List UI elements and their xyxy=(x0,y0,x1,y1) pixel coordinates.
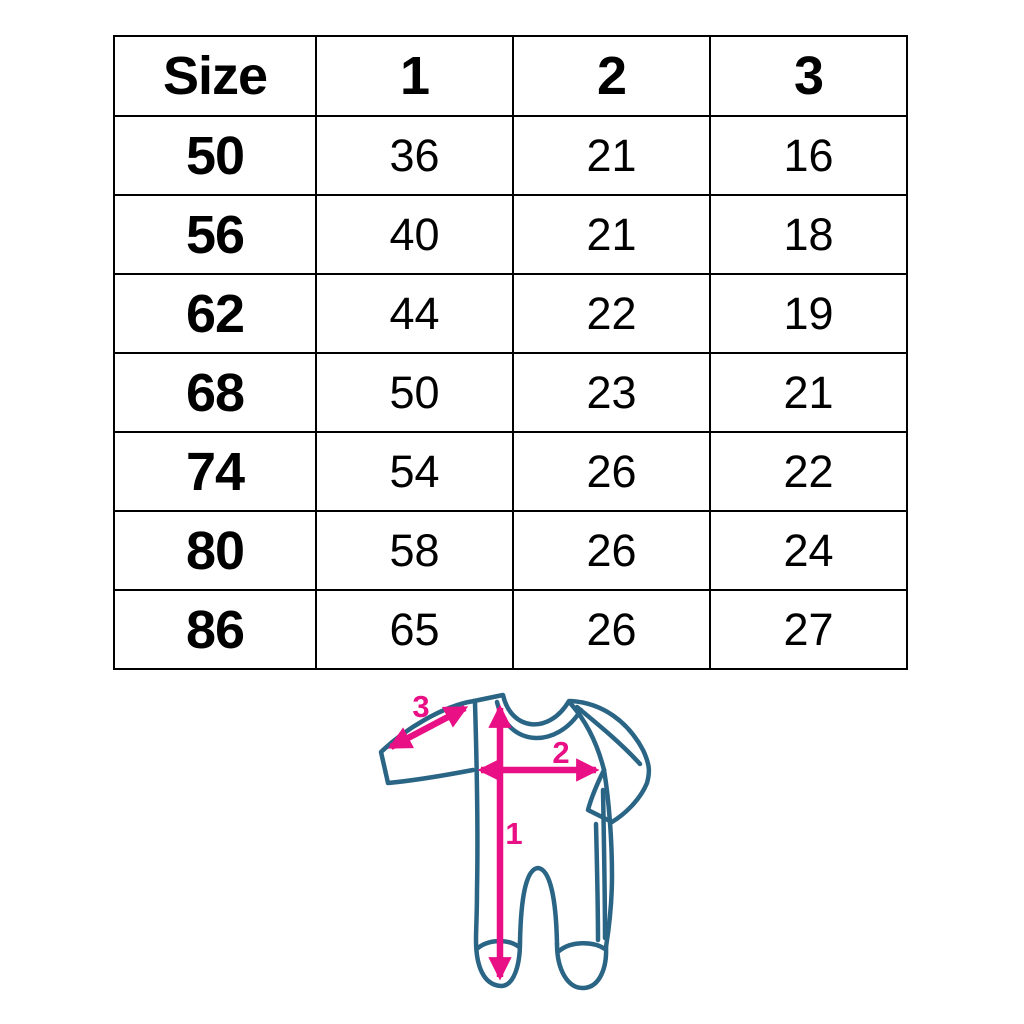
measure-value: 21 xyxy=(512,115,711,196)
header-size: Size xyxy=(113,35,317,117)
header-measure-2: 2 xyxy=(512,35,711,117)
measure-value: 36 xyxy=(315,115,514,196)
neckline-band xyxy=(494,699,584,741)
measure-value: 21 xyxy=(512,194,711,275)
measure-value: 26 xyxy=(512,589,711,670)
onesie-outline-drawing xyxy=(378,692,652,991)
right-foot-heel-seam xyxy=(556,941,608,954)
header-measure-1: 1 xyxy=(315,35,514,117)
measure-value: 22 xyxy=(709,431,908,512)
placket-line-inner xyxy=(600,787,608,941)
measure-value: 24 xyxy=(709,510,908,591)
measurement-arrows: 1 2 3 xyxy=(387,689,600,981)
body-right-edge xyxy=(601,767,615,950)
measure-value: 58 xyxy=(315,510,514,591)
measure-value: 19 xyxy=(709,273,908,354)
measure-value: 50 xyxy=(315,352,514,433)
measure-value: 23 xyxy=(512,352,711,433)
left-foot-heel-seam xyxy=(475,938,522,951)
measure-value: 18 xyxy=(709,194,908,275)
table-row: 80 58 26 24 xyxy=(113,510,908,591)
right-sleeve xyxy=(568,698,652,825)
raglan-seam xyxy=(568,701,607,773)
measure-value: 16 xyxy=(709,115,908,196)
measure-value: 26 xyxy=(512,510,711,591)
measure-value: 27 xyxy=(709,589,908,670)
measure-value: 22 xyxy=(512,273,711,354)
size-label: 74 xyxy=(113,431,317,512)
measure-value: 65 xyxy=(315,589,514,670)
measure-value: 54 xyxy=(315,431,514,512)
size-label: 62 xyxy=(113,273,317,354)
table-header-row: Size 1 2 3 xyxy=(113,35,908,117)
size-label: 56 xyxy=(113,194,317,275)
size-label: 86 xyxy=(113,589,317,670)
neckline-outer xyxy=(471,692,572,727)
measure-value: 26 xyxy=(512,431,711,512)
body-left-and-left-foot xyxy=(472,700,523,989)
size-chart-table: Size 1 2 3 50 36 21 16 56 40 21 18 62 44… xyxy=(113,35,908,670)
right-sleeve-fold-seam xyxy=(574,704,643,767)
size-label: 80 xyxy=(113,510,317,591)
header-measure-3: 3 xyxy=(709,35,908,117)
right-foot xyxy=(554,941,609,991)
table-row: 68 50 23 21 xyxy=(113,352,908,433)
left-sleeve xyxy=(378,698,477,786)
measure-value: 44 xyxy=(315,273,514,354)
table-row: 74 54 26 22 xyxy=(113,431,908,512)
label-measure-2: 2 xyxy=(552,735,569,770)
table-row: 86 65 26 27 xyxy=(113,589,908,670)
size-label: 50 xyxy=(113,115,317,196)
label-measure-3: 3 xyxy=(412,689,429,724)
measure-value: 40 xyxy=(315,194,514,275)
measure-value: 21 xyxy=(709,352,908,433)
table-row: 56 40 21 18 xyxy=(113,194,908,275)
placket-line-outer xyxy=(593,821,601,943)
table-row: 50 36 21 16 xyxy=(113,115,908,196)
table-row: 62 44 22 19 xyxy=(113,273,908,354)
crotch-curve xyxy=(517,865,560,947)
label-measure-1: 1 xyxy=(505,816,522,851)
size-label: 68 xyxy=(113,352,317,433)
arrow-3-sleeve xyxy=(387,705,469,750)
